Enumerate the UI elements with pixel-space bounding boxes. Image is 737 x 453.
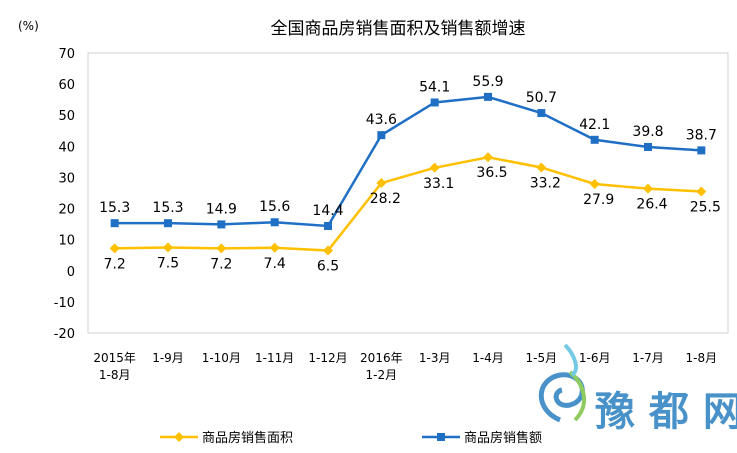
x-tick-label: 2016年 bbox=[360, 351, 403, 365]
data-label: 26.4 bbox=[636, 197, 667, 213]
data-label: 55.9 bbox=[472, 74, 503, 90]
data-point bbox=[110, 219, 119, 228]
data-label: 33.2 bbox=[530, 175, 561, 191]
x-tick-label: 1-4月 bbox=[472, 351, 504, 365]
data-point bbox=[430, 98, 439, 107]
x-tick-label: 1-6月 bbox=[579, 351, 611, 365]
y-tick-label: 40 bbox=[58, 140, 75, 155]
y-tick-label: 30 bbox=[58, 171, 75, 186]
data-point bbox=[216, 243, 227, 254]
data-label: 6.5 bbox=[317, 259, 339, 275]
data-label: 28.2 bbox=[370, 191, 401, 207]
data-label: 14.9 bbox=[206, 201, 237, 217]
x-tick-label: 1-12月 bbox=[308, 351, 347, 365]
watermark-logo: 豫 都 网 bbox=[538, 343, 737, 435]
data-point bbox=[109, 243, 120, 254]
data-point bbox=[324, 221, 332, 230]
x-tick-label: 2015年 bbox=[93, 351, 136, 365]
data-label: 33.1 bbox=[423, 176, 454, 192]
x-tick-label: 1-11月 bbox=[255, 351, 294, 365]
legend-marker bbox=[437, 433, 445, 441]
y-tick-label: 50 bbox=[58, 109, 75, 124]
data-point bbox=[644, 142, 652, 151]
data-label: 7.2 bbox=[210, 256, 232, 272]
data-label: 38.7 bbox=[686, 127, 717, 143]
data-point bbox=[429, 162, 440, 173]
x-tick-label: 1-9月 bbox=[152, 351, 184, 365]
legend-label: 商品房销售额 bbox=[464, 430, 542, 446]
data-point bbox=[484, 92, 492, 101]
data-point bbox=[323, 245, 333, 256]
legend-marker bbox=[174, 432, 184, 442]
data-point bbox=[164, 219, 172, 228]
data-label: 43.6 bbox=[366, 112, 397, 128]
chart-title: 全国商品房销售面积及销售额增速 bbox=[271, 19, 526, 39]
x-tick-label: 1-5月 bbox=[526, 351, 558, 365]
series-line bbox=[114, 155, 702, 252]
y-tick-label: 20 bbox=[58, 203, 75, 218]
x-tick-label: 1-8月 bbox=[99, 368, 131, 382]
y-tick-label: 0 bbox=[67, 265, 75, 280]
data-point bbox=[376, 178, 387, 189]
data-label: 7.4 bbox=[264, 256, 286, 272]
data-point bbox=[377, 131, 386, 140]
y-tick-label: 10 bbox=[58, 234, 75, 249]
data-label: 54.1 bbox=[419, 79, 450, 95]
legend-label: 商品房销售面积 bbox=[202, 430, 293, 446]
data-point bbox=[697, 146, 706, 155]
x-tick-label: 1-8月 bbox=[686, 351, 718, 365]
data-point bbox=[589, 178, 600, 189]
data-label: 42.1 bbox=[579, 117, 610, 133]
data-label: 27.9 bbox=[583, 192, 614, 208]
data-label: 36.5 bbox=[476, 165, 507, 181]
data-label: 15.3 bbox=[152, 200, 183, 216]
y-tick-label: 70 bbox=[58, 47, 75, 62]
data-label: 15.3 bbox=[99, 200, 130, 216]
data-label: 7.5 bbox=[157, 255, 179, 271]
data-point bbox=[643, 183, 653, 194]
plot-area bbox=[87, 52, 729, 334]
data-point bbox=[536, 162, 547, 173]
x-tick-label: 1-3月 bbox=[419, 351, 451, 365]
watermark-text: 豫 都 网 bbox=[595, 389, 737, 435]
data-point bbox=[590, 135, 599, 144]
data-point bbox=[163, 242, 173, 253]
y-tick-label: 60 bbox=[58, 78, 75, 93]
x-tick-label: 1-2月 bbox=[366, 368, 398, 382]
y-tick-label: -20 bbox=[54, 327, 75, 342]
data-point bbox=[537, 109, 546, 118]
data-point bbox=[269, 242, 280, 253]
data-point bbox=[696, 186, 707, 197]
data-label: 14.4 bbox=[312, 203, 343, 219]
data-label: 39.8 bbox=[632, 124, 663, 140]
x-tick-label: 1-10月 bbox=[202, 351, 241, 365]
data-label: 25.5 bbox=[690, 199, 721, 215]
y-tick-label: -10 bbox=[54, 296, 75, 311]
data-label: 15.6 bbox=[259, 199, 290, 215]
data-point bbox=[483, 152, 493, 163]
data-label: 7.2 bbox=[104, 256, 126, 272]
series-line bbox=[114, 95, 702, 228]
data-label: 50.7 bbox=[526, 90, 557, 106]
y-unit-label: (%) bbox=[18, 19, 39, 33]
data-point bbox=[217, 220, 226, 229]
data-point bbox=[270, 218, 279, 227]
x-tick-label: 1-7月 bbox=[632, 351, 664, 365]
